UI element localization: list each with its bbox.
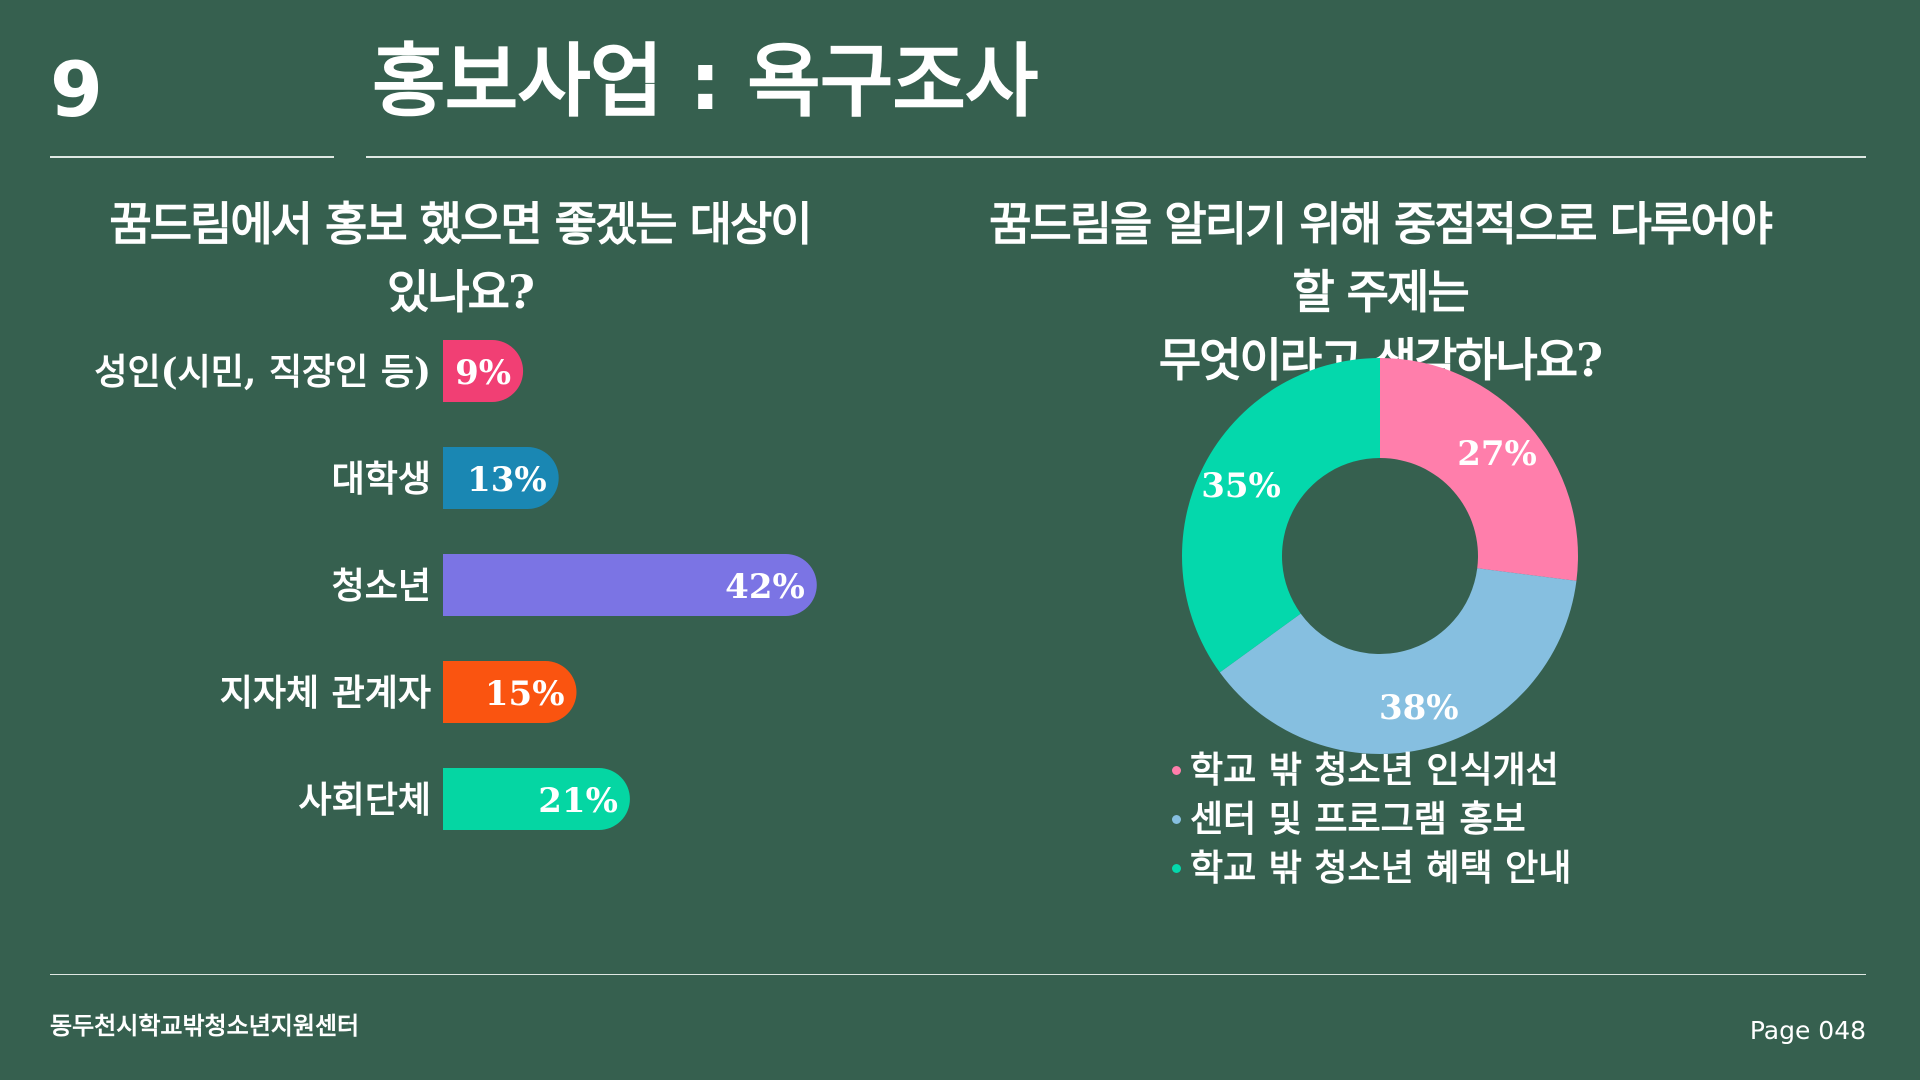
donut-chart: 27% 38% 35% bbox=[1182, 358, 1578, 754]
legend-swatch-2 bbox=[1172, 815, 1181, 824]
bar-value-label-5: 21% bbox=[538, 781, 618, 821]
bar-category-label-2: 대학생 bbox=[332, 458, 431, 500]
donut-value-label-2: 38% bbox=[1379, 688, 1459, 728]
bar-value-label-1: 9% bbox=[455, 353, 511, 393]
title-divider-right bbox=[366, 156, 1866, 158]
donut-value-label-1: 27% bbox=[1457, 434, 1537, 474]
bar-category-label-1: 성인(시민, 직장인 등) bbox=[94, 351, 431, 393]
bar-chart: 성인(시민, 직장인 등) 9% 대학생 13% 청소년 42% 지자체 관계자 15% 사회단… bbox=[94, 340, 817, 830]
donut-chart-question: 꿈드림을 알리기 위해 중점적으로 다루어야 할 주제는 무엇이라고 생각하나요… bbox=[980, 190, 1780, 394]
title-divider-left bbox=[50, 156, 334, 158]
donut-slice-1 bbox=[1380, 358, 1578, 581]
legend-item-2: 센터 및 프로그램 홍보 bbox=[1172, 795, 1571, 844]
footer-page-number: Page 048 bbox=[1749, 1016, 1866, 1045]
legend-item-3: 학교 밖 청소년 혜택 안내 bbox=[1172, 844, 1571, 893]
legend-label-1: 학교 밖 청소년 인식개선 bbox=[1190, 749, 1559, 791]
bar-value-label-3: 42% bbox=[725, 567, 805, 607]
legend-swatch-1 bbox=[1172, 766, 1181, 775]
bar-category-label-3: 청소년 bbox=[332, 565, 431, 607]
bar-value-label-4: 15% bbox=[485, 674, 565, 714]
footer-divider bbox=[50, 974, 1866, 975]
page-number: 9 bbox=[50, 45, 103, 134]
legend-label-3: 학교 밖 청소년 혜택 안내 bbox=[1190, 847, 1572, 889]
bar-4 bbox=[443, 661, 577, 723]
legend-label-2: 센터 및 프로그램 홍보 bbox=[1190, 798, 1526, 840]
legend-item-1: 학교 밖 청소년 인식개선 bbox=[1172, 746, 1571, 795]
bar-value-label-2: 13% bbox=[467, 460, 547, 500]
donut-slice-2 bbox=[1219, 568, 1577, 754]
donut-slice-3 bbox=[1182, 358, 1380, 673]
footer-organization: 동두천시학교밖청소년지원센터 bbox=[50, 1012, 360, 1040]
bar-category-label-4: 지자체 관계자 bbox=[220, 672, 431, 714]
bar-1 bbox=[443, 340, 524, 402]
bar-3 bbox=[443, 554, 817, 616]
bar-chart-question: 꿈드림에서 홍보 했으면 좋겠는 대상이 있나요? bbox=[109, 197, 812, 319]
legend-swatch-3 bbox=[1172, 864, 1181, 873]
bar-5 bbox=[443, 768, 630, 830]
bar-category-label-5: 사회단체 bbox=[299, 779, 431, 821]
donut-question-line-1: 꿈드림을 알리기 위해 중점적으로 다루어야 할 주제는 bbox=[989, 197, 1773, 319]
bar-2 bbox=[443, 447, 559, 509]
page-title: 홍보사업 : 욕구조사 bbox=[372, 35, 1038, 128]
donut-value-label-3: 35% bbox=[1201, 466, 1281, 506]
